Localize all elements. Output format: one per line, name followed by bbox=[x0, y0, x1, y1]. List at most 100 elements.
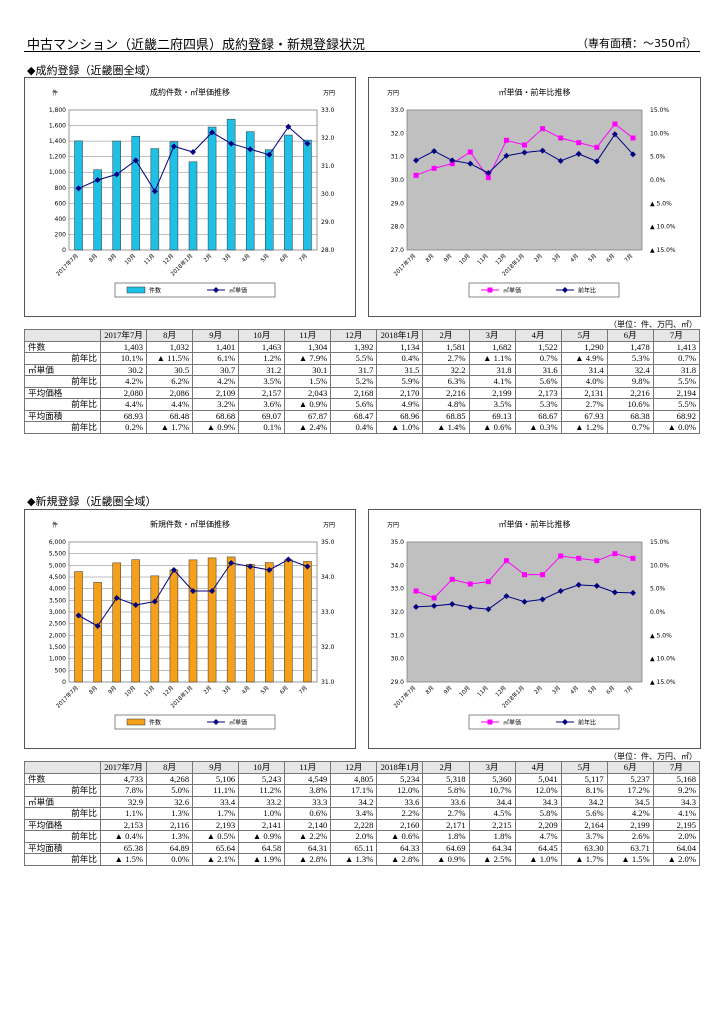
table-cell: 4.1% bbox=[652, 807, 701, 820]
table-cell: 9.8% bbox=[606, 375, 654, 388]
table-cell: 33.2 bbox=[238, 795, 286, 808]
left-axis-unit: 件 bbox=[52, 89, 58, 97]
table-cell: 2,194 bbox=[652, 386, 701, 399]
table-cell: 5.6% bbox=[514, 375, 562, 388]
month-header: 8月 bbox=[146, 329, 194, 342]
right-tick-label: 30.0 bbox=[321, 191, 335, 198]
table-row: ㎡単価 30.2 30.5 30.7 31.2 30.1 31.7 31.5 32.2 31.8 3… bbox=[24, 363, 701, 376]
table-cell: ▲ 1.2% bbox=[560, 421, 608, 434]
legend-marker bbox=[562, 287, 568, 293]
table-cell: 2,209 bbox=[514, 818, 562, 831]
table-cell: 68.92 bbox=[652, 409, 701, 422]
left-tick-label: 34.0 bbox=[391, 562, 405, 569]
chart-title: 成約件数・㎡単価推移 bbox=[150, 87, 230, 97]
table-row: 前年比 ▲ 1.5% 0.0% ▲ 2.1% ▲ 1.9% ▲ 2.8% ▲ 1.3% ▲ 2… bbox=[24, 853, 701, 866]
data-point bbox=[593, 582, 600, 589]
x-tick-label: 6月 bbox=[278, 684, 289, 695]
month-header: 3月 bbox=[468, 761, 516, 774]
month-header: 2017年7月 bbox=[99, 329, 148, 342]
legend-marker bbox=[487, 287, 493, 293]
table-cell: 1.3% bbox=[146, 807, 194, 820]
row-label: 前年比 bbox=[24, 398, 101, 411]
table-cell: 5,117 bbox=[560, 772, 608, 785]
table-cell: 5.3% bbox=[606, 352, 654, 365]
data-point bbox=[304, 140, 311, 147]
row-label: 前年比 bbox=[24, 784, 101, 797]
x-tick-label: 5月 bbox=[259, 684, 270, 695]
bar bbox=[207, 126, 217, 251]
data-point bbox=[75, 185, 82, 192]
bar bbox=[265, 149, 274, 251]
table-cell: 1,682 bbox=[468, 340, 516, 353]
table-cell: ▲ 2.0% bbox=[652, 853, 701, 866]
table-cell: 63.30 bbox=[560, 841, 608, 854]
left-tick-label: 3,000 bbox=[49, 609, 66, 616]
row-label: 平均面積 bbox=[24, 409, 101, 422]
data-point bbox=[485, 579, 491, 585]
table-cell: 2.7% bbox=[560, 398, 608, 411]
data-point bbox=[575, 150, 582, 157]
table-cell: 65.64 bbox=[192, 841, 240, 854]
table-cell: 0.1% bbox=[238, 421, 286, 434]
shinki-count-price-chart: 新規件数・㎡単価推移 件 万円 0 500 1,000 1,500 2,000 2,500 3,0… bbox=[24, 509, 356, 749]
table-cell: 5.8% bbox=[514, 807, 562, 820]
chart-title: 新規件数・㎡単価推移 bbox=[150, 519, 230, 529]
table-cell: 69.13 bbox=[468, 409, 516, 422]
data-point bbox=[558, 135, 564, 141]
bar bbox=[150, 148, 160, 251]
x-tick-label: 5月 bbox=[587, 252, 598, 263]
table-cell: 5.3% bbox=[514, 398, 562, 411]
data-point bbox=[521, 598, 528, 605]
bar bbox=[74, 571, 83, 683]
table-cell: 4,733 bbox=[99, 772, 148, 785]
table-cell: 4.2% bbox=[192, 375, 240, 388]
data-point bbox=[503, 593, 510, 600]
row-label: 平均価格 bbox=[24, 386, 101, 399]
table-cell: 0.4% bbox=[330, 421, 378, 434]
table-cell: 5.2% bbox=[330, 375, 378, 388]
month-header: 4月 bbox=[514, 329, 562, 342]
legend bbox=[114, 714, 276, 730]
bar bbox=[93, 582, 102, 683]
table-cell: 2,193 bbox=[192, 818, 240, 831]
x-tick-label: 2月 bbox=[202, 684, 213, 695]
row-label: 前年比 bbox=[24, 853, 101, 866]
x-tick-label: 12月 bbox=[162, 252, 176, 266]
x-tick-label: 2月 bbox=[202, 252, 213, 263]
month-header: 10月 bbox=[238, 329, 286, 342]
table-cell: 31.8 bbox=[468, 363, 516, 376]
section-heading-shinki: ◆新規登録（近畿圏全域） bbox=[27, 495, 157, 508]
data-point bbox=[170, 567, 177, 573]
table-cell: 1,463 bbox=[238, 340, 286, 353]
table-cell: ▲ 11.5% bbox=[146, 352, 194, 365]
x-tick-label: 4月 bbox=[240, 252, 251, 263]
x-tick-label: 2017年7月 bbox=[392, 252, 418, 278]
x-tick-label: 3月 bbox=[551, 252, 562, 263]
month-header: 2月 bbox=[422, 761, 470, 774]
row-label: 前年比 bbox=[24, 830, 101, 843]
chart-title: ㎡単価・前年比推移 bbox=[499, 519, 571, 529]
table-cell: 32.2 bbox=[422, 363, 470, 376]
table-cell: 4.8% bbox=[422, 398, 470, 411]
right-tick-label: 10.0% bbox=[650, 130, 669, 137]
table-row: ㎡単価 32.9 32.6 33.4 33.2 33.3 34.2 33.6 33.6 34.4 3… bbox=[24, 795, 701, 808]
table-cell: 64.34 bbox=[468, 841, 516, 854]
table-cell: ▲ 1.7% bbox=[560, 853, 608, 866]
data-point bbox=[558, 553, 564, 559]
table-cell: ▲ 2.8% bbox=[284, 853, 332, 866]
data-point bbox=[94, 177, 101, 183]
data-point bbox=[413, 157, 420, 164]
table-cell: 68.48 bbox=[146, 409, 194, 422]
month-header: 8月 bbox=[146, 761, 194, 774]
x-tick-label: 2017年7月 bbox=[54, 684, 80, 710]
table-cell: 3.8% bbox=[284, 784, 332, 797]
data-point bbox=[413, 588, 419, 594]
table-cell: 2,116 bbox=[146, 818, 194, 831]
table-cell: 64.45 bbox=[514, 841, 562, 854]
left-tick-label: 33.0 bbox=[391, 586, 405, 593]
month-header: 2017年7月 bbox=[99, 761, 148, 774]
table-row: 平均価格 2,153 2,116 2,193 2,141 2,140 2,228 2,160 2… bbox=[24, 818, 701, 831]
bar bbox=[169, 141, 179, 251]
left-tick-label: 3,500 bbox=[49, 597, 66, 604]
x-tick-label: 6月 bbox=[605, 252, 616, 263]
